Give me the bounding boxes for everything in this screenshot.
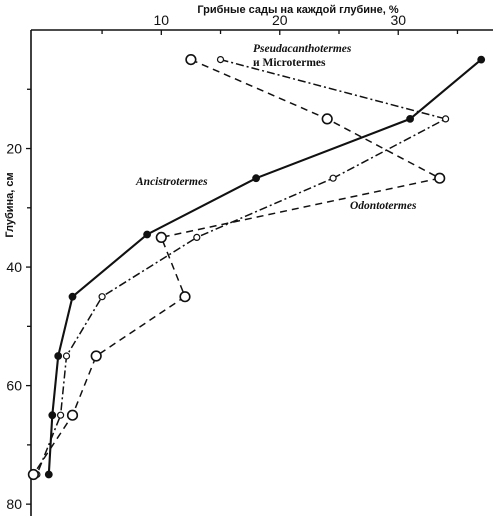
data-point-ancistrotermes-3 bbox=[143, 230, 152, 239]
data-point-odontotermes-5 bbox=[90, 350, 102, 362]
y-tick-label-60: 60 bbox=[6, 378, 22, 394]
data-point-ancistrotermes-5 bbox=[54, 352, 63, 360]
annotation-ancistrotermes: Ancistrotermes bbox=[135, 176, 208, 188]
series-line-pseudacanthotermes-microtermes bbox=[36, 58, 448, 475]
data-point-pseudacanthotermes-microtermes-2 bbox=[329, 174, 337, 182]
y-tick-label-20: 20 bbox=[6, 141, 22, 157]
data-point-pseudacanthotermes-microtermes-1 bbox=[442, 115, 450, 123]
data-point-odontotermes-4 bbox=[179, 291, 191, 303]
annotation-pseudacanthotermes-line1: Pseudacanthotermes bbox=[253, 43, 352, 55]
data-point-ancistrotermes-2 bbox=[252, 174, 261, 183]
x-tick-label-30: 30 bbox=[390, 12, 406, 28]
data-point-ancistrotermes-6 bbox=[48, 411, 57, 420]
data-point-odontotermes-2 bbox=[434, 172, 446, 184]
data-point-odontotermes-1 bbox=[321, 113, 333, 125]
data-point-pseudacanthotermes-microtermes-4 bbox=[98, 293, 106, 301]
series-line-ancistrotermes bbox=[47, 58, 482, 475]
series-line-odontotermes bbox=[32, 58, 442, 475]
data-point-pseudacanthotermes-microtermes-6 bbox=[56, 411, 65, 419]
data-point-pseudacanthotermes-microtermes-0 bbox=[216, 55, 225, 64]
data-point-odontotermes-7 bbox=[27, 468, 40, 481]
data-point-pseudacanthotermes-microtermes-5 bbox=[62, 352, 71, 360]
x-tick-label-10: 10 bbox=[154, 12, 170, 28]
x-axis-title: Грибные сады на каждой глубине, % bbox=[197, 4, 399, 16]
data-point-pseudacanthotermes-microtermes-3 bbox=[193, 233, 201, 241]
data-point-ancistrotermes-0 bbox=[477, 55, 486, 64]
data-point-ancistrotermes-4 bbox=[68, 292, 77, 301]
y-axis-title: Глубина, см bbox=[4, 172, 16, 237]
data-point-odontotermes-3 bbox=[155, 231, 167, 243]
annotation-pseudacanthotermes-line2: и Microtermes bbox=[253, 57, 326, 69]
y-tick-label-80: 80 bbox=[6, 496, 22, 512]
y-tick-label-40: 40 bbox=[6, 259, 22, 275]
x-tick-label-20: 20 bbox=[272, 12, 288, 28]
data-point-odontotermes-6 bbox=[66, 409, 79, 421]
x-ticks: 10 20 30 bbox=[101, 12, 459, 35]
data-point-ancistrotermes-7 bbox=[44, 470, 53, 479]
annotation-pseudacanthotermes: Pseudacanthotermes и Microtermes bbox=[253, 43, 352, 69]
data-point-ancistrotermes-1 bbox=[406, 115, 415, 123]
y-ticks: 20 40 60 80 bbox=[6, 88, 31, 512]
data-point-odontotermes-0 bbox=[185, 53, 197, 66]
series-layer bbox=[27, 53, 486, 481]
annotation-odontotermes: Odontotermes bbox=[350, 200, 417, 212]
